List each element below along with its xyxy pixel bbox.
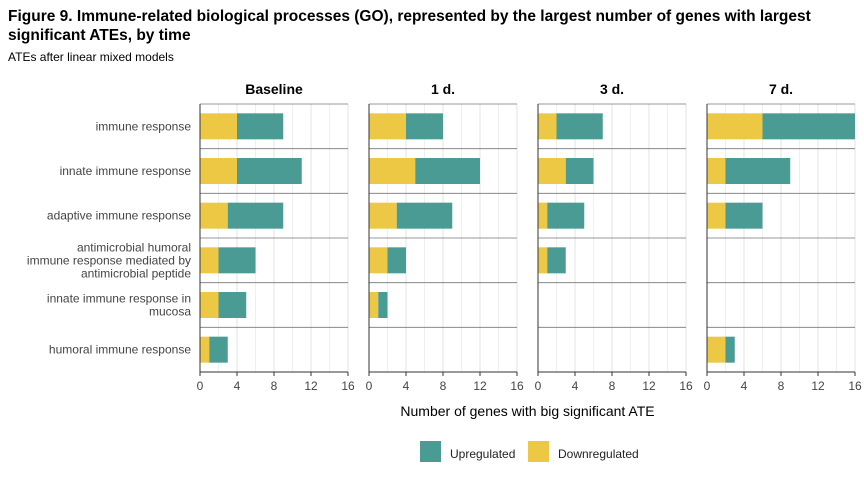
bars	[200, 113, 855, 363]
x-tick-label: 12	[304, 379, 318, 393]
x-tick-label: 4	[234, 379, 241, 393]
x-axis-title: Number of genes with big significant ATE	[400, 403, 654, 419]
bar-upregulated	[725, 336, 735, 363]
bar-downregulated	[707, 336, 726, 363]
bar-upregulated	[725, 202, 763, 229]
x-tick-label: 8	[440, 379, 447, 393]
x-tick-label: 16	[510, 379, 524, 393]
category-label: antimicrobial peptide	[81, 266, 191, 280]
bar-upregulated	[227, 202, 284, 229]
x-tick-label: 4	[741, 379, 748, 393]
bar-downregulated	[369, 292, 379, 318]
bar-upregulated	[415, 158, 480, 184]
bar-upregulated	[565, 158, 594, 184]
bar-downregulated	[200, 247, 219, 274]
bar-downregulated	[538, 158, 566, 184]
x-tick-label: 16	[341, 379, 355, 393]
bar-upregulated	[218, 247, 256, 274]
category-label: immune response mediated by	[27, 253, 191, 267]
bar-downregulated	[369, 158, 416, 184]
panel-title: 3 d.	[600, 81, 624, 97]
legend-label: Downregulated	[558, 447, 639, 461]
bar-upregulated	[547, 202, 585, 229]
bar-upregulated	[237, 113, 284, 140]
category-label: humoral immune response	[49, 343, 191, 357]
x-tick-label: 8	[609, 379, 616, 393]
x-tick-label: 16	[679, 379, 693, 393]
x-tick-label: 0	[197, 379, 204, 393]
bar-upregulated	[378, 292, 388, 318]
bar-downregulated	[538, 113, 557, 140]
x-tick-label: 0	[535, 379, 542, 393]
axes	[199, 104, 856, 376]
bar-upregulated	[396, 202, 453, 229]
row-separators	[200, 103, 855, 328]
bar-downregulated	[200, 336, 210, 363]
x-tick-label: 12	[811, 379, 825, 393]
bar-upregulated	[237, 158, 302, 184]
panel-title: 7 d.	[769, 81, 793, 97]
x-tick-label: 4	[572, 379, 579, 393]
legend: Upregulated Downregulated	[420, 441, 639, 462]
bar-downregulated	[200, 202, 228, 229]
category-label: innate immune response in	[47, 292, 191, 306]
x-tick-label: 0	[704, 379, 711, 393]
x-tick-label: 0	[366, 379, 373, 393]
category-label: adaptive immune response	[47, 209, 191, 223]
x-tick-label: 8	[271, 379, 278, 393]
x-tick-label: 4	[403, 379, 410, 393]
legend-swatch	[528, 441, 549, 462]
bar-upregulated	[218, 292, 247, 318]
x-tick-label: 12	[642, 379, 656, 393]
figure-title: Figure 9. Immune-related biological proc…	[8, 8, 811, 44]
figure-subtitle: ATEs after linear mixed models	[8, 50, 174, 64]
bar-upregulated	[547, 247, 566, 274]
bar-downregulated	[200, 113, 237, 140]
legend-swatch	[420, 441, 441, 462]
legend-label: Upregulated	[450, 447, 515, 461]
bar-downregulated	[200, 292, 219, 318]
x-tick-label: 8	[778, 379, 785, 393]
bar-downregulated	[369, 247, 388, 274]
category-label: immune response	[96, 119, 192, 133]
bar-downregulated	[707, 113, 763, 140]
x-tick-label: 16	[848, 379, 862, 393]
bar-downregulated	[538, 202, 548, 229]
panel-title: 1 d.	[431, 81, 455, 97]
panel-title: Baseline	[245, 81, 303, 97]
bar-downregulated	[707, 158, 726, 184]
bar-upregulated	[556, 113, 603, 140]
bar-downregulated	[369, 113, 406, 140]
category-label: innate immune response	[60, 164, 192, 178]
bar-upregulated	[387, 247, 406, 274]
bar-upregulated	[209, 336, 228, 363]
labels: immune response innate immune response ada…	[27, 81, 862, 419]
bar-downregulated	[369, 202, 397, 229]
x-tick-label: 12	[473, 379, 487, 393]
category-label: mucosa	[149, 305, 191, 319]
bar-downregulated	[707, 202, 726, 229]
bar-downregulated	[538, 247, 548, 274]
bar-upregulated	[725, 158, 791, 184]
category-label: antimicrobial humoral	[77, 240, 191, 254]
bar-upregulated	[406, 113, 443, 140]
bar-downregulated	[200, 158, 237, 184]
bar-upregulated	[762, 113, 855, 140]
